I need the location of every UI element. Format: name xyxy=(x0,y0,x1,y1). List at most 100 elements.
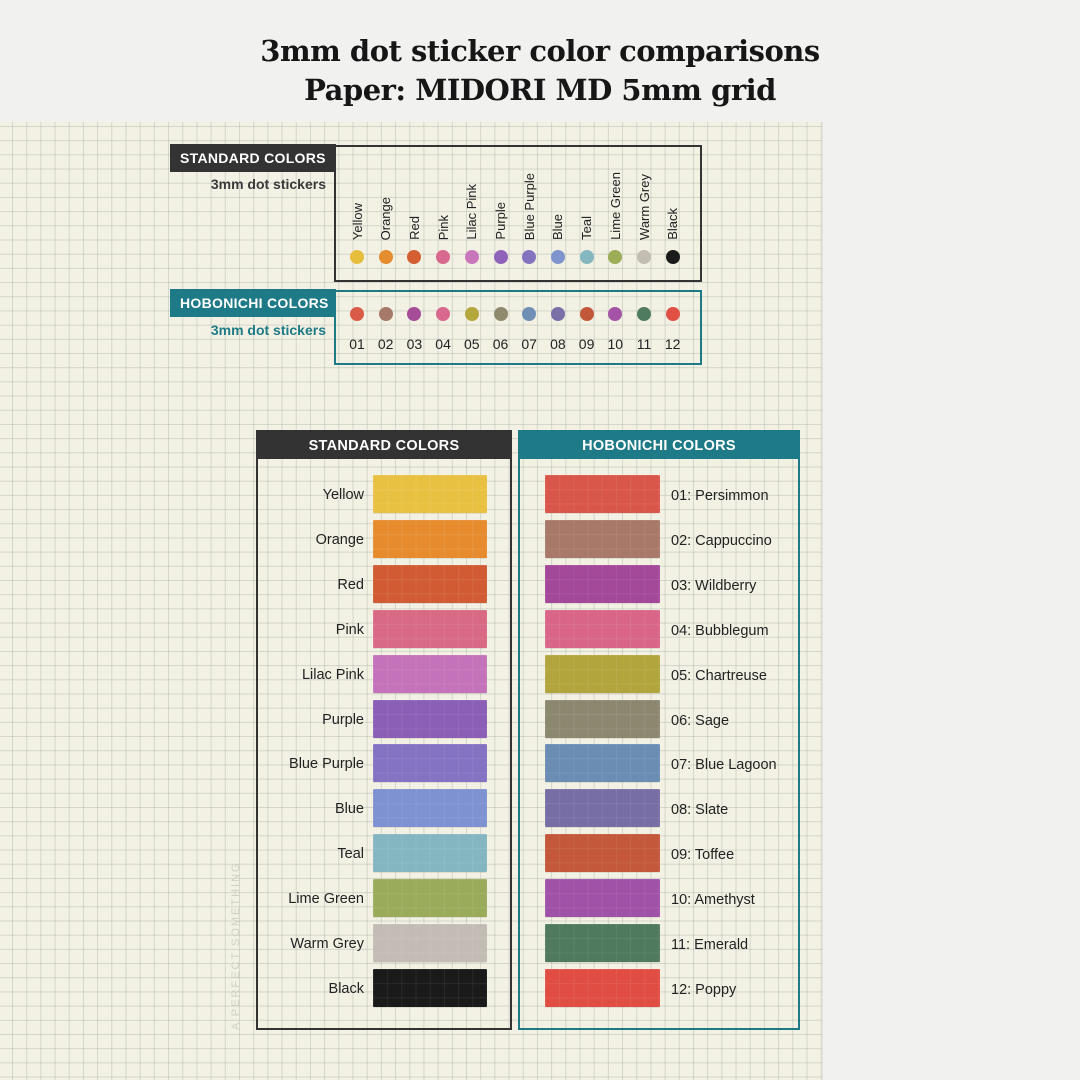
hobonichi-dot-sticker xyxy=(350,307,364,321)
hobonichi-dots-panel xyxy=(334,290,702,365)
standard-dot-sticker xyxy=(608,250,623,264)
standard-swatch-label: Lime Green xyxy=(288,891,364,908)
hobonichi-dot-sticker xyxy=(608,307,623,321)
hobonichi-swatch-label: 06: Sage xyxy=(671,712,730,729)
hobonichi-swatch-label: 11: Emerald xyxy=(671,937,749,953)
hobonichi-swatch xyxy=(545,789,660,828)
standard-dot-label-text: Red xyxy=(406,216,422,240)
standard-swatch-label: Blue xyxy=(334,801,364,818)
standard-swatch xyxy=(373,879,487,918)
standard-dot-label-text: Purple xyxy=(493,202,508,240)
standard-dot-sticker xyxy=(407,250,422,264)
standard-swatch-header: STANDARD COLORS xyxy=(258,432,510,459)
hobonichi-dot-sticker xyxy=(550,307,565,321)
hobonichi-colors-subtitle: 3mm dot stickers xyxy=(210,322,326,338)
hobonichi-swatch-label: 08: Slate xyxy=(671,802,729,819)
hobonichi-dot-sticker xyxy=(493,307,508,321)
hobonichi-swatch xyxy=(545,834,660,873)
hobonichi-dot-sticker xyxy=(378,307,393,321)
standard-dot-label-text: Warm Grey xyxy=(636,174,652,240)
hobonichi-swatch-panel: HOBONICHI COLORS xyxy=(518,430,800,1030)
standard-dot-sticker xyxy=(579,250,594,264)
standard-swatch xyxy=(373,564,487,603)
standard-dot-label: Blue xyxy=(544,150,572,240)
standard-swatch-label: Orange xyxy=(315,531,364,548)
standard-dot-sticker xyxy=(436,250,451,264)
hobonichi-swatch xyxy=(545,609,660,648)
standard-swatch xyxy=(373,744,487,783)
hobonichi-swatch xyxy=(545,564,660,603)
standard-dot-label: Red xyxy=(400,150,428,240)
standard-dot-label: Teal xyxy=(573,150,601,240)
hobonichi-swatch-header: HOBONICHI COLORS xyxy=(520,432,798,459)
page-subtitle: Paper: MIDORI MD 5mm grid xyxy=(304,73,776,107)
hobonichi-dot-number: 06 xyxy=(492,336,509,352)
hobonichi-dot-number: 08 xyxy=(550,336,566,352)
standard-dots-panel xyxy=(334,145,702,282)
hobonichi-dot-sticker xyxy=(579,307,594,321)
standard-swatch xyxy=(373,609,487,648)
standard-dot-sticker xyxy=(378,250,393,264)
hobonichi-swatch-label: 10: Amethyst xyxy=(671,892,755,909)
standard-dot-label-text: Yellow xyxy=(349,202,365,240)
brand-watermark: A PERFECT SOMETHING xyxy=(230,861,242,1030)
hobonichi-dot-number: 11 xyxy=(636,336,652,352)
hobonichi-dot-number: 09 xyxy=(578,336,595,352)
standard-swatch xyxy=(373,699,487,738)
standard-colors-subtitle: 3mm dot stickers xyxy=(210,176,326,192)
standard-dot-label: Orange xyxy=(372,150,400,240)
page-title: 3mm dot sticker color comparisons xyxy=(260,34,820,68)
standard-dot-label-text: Blue Purple xyxy=(521,172,537,240)
hobonichi-dot-sticker xyxy=(637,307,651,321)
hobonichi-colors-tag: HOBONICHI COLORS xyxy=(170,289,336,317)
standard-swatch-label: Purple xyxy=(322,711,364,728)
hobonichi-swatch-label: 02: Cappuccino xyxy=(671,532,772,549)
standard-swatch-label: Teal xyxy=(337,846,364,863)
standard-swatch xyxy=(373,519,487,558)
hobonichi-swatch xyxy=(545,968,660,1007)
hobonichi-dot-number: 12 xyxy=(664,336,681,352)
hobonichi-dot-number: 04 xyxy=(435,336,451,352)
standard-swatch-panel: STANDARD COLORS xyxy=(256,430,512,1030)
standard-dot-sticker xyxy=(464,250,479,264)
standard-dot-label: Blue Purple xyxy=(515,150,543,240)
hobonichi-swatch xyxy=(545,699,660,738)
hobonichi-dot-number: 05 xyxy=(464,336,480,352)
standard-dot-sticker xyxy=(493,250,508,264)
standard-swatch-label: Yellow xyxy=(322,487,364,503)
standard-dot-sticker xyxy=(350,250,364,264)
standard-dot-label-text: Lime Green xyxy=(607,172,623,240)
standard-swatch-label: Blue Purple xyxy=(289,756,364,773)
hobonichi-swatch xyxy=(545,519,660,558)
hobonichi-dot-sticker xyxy=(436,307,451,321)
standard-dot-label-text: Lilac Pink xyxy=(464,184,480,240)
hobonichi-dot-sticker xyxy=(407,307,422,321)
standard-swatch-label: Red xyxy=(337,576,364,593)
hobonichi-dot-number: 01 xyxy=(349,336,365,352)
hobonichi-dot-sticker xyxy=(665,307,680,321)
standard-dot-sticker xyxy=(522,250,537,264)
standard-swatch-label: Warm Grey xyxy=(290,936,364,952)
hobonichi-swatch-label: 12: Poppy xyxy=(671,981,737,998)
standard-dot-label: Warm Grey xyxy=(630,150,658,240)
standard-dot-sticker xyxy=(637,250,651,264)
standard-dot-label-text: Blue xyxy=(550,213,566,240)
standard-dot-label: Lilac Pink xyxy=(458,150,486,240)
hobonichi-swatch-label: 05: Chartreuse xyxy=(671,667,767,684)
hobonichi-swatch xyxy=(545,744,660,783)
standard-dot-label: Pink xyxy=(429,150,457,240)
standard-dot-label-text: Orange xyxy=(378,196,394,240)
standard-dot-label: Black xyxy=(659,150,687,240)
hobonichi-dot-sticker xyxy=(464,307,479,321)
standard-colors-tag: STANDARD COLORS xyxy=(170,144,336,172)
hobonichi-swatch xyxy=(545,879,660,918)
hobonichi-swatch-label: 01: Persimmon xyxy=(671,488,769,504)
standard-dot-label-text: Pink xyxy=(435,214,451,240)
standard-swatch xyxy=(373,789,487,828)
hobonichi-dot-sticker xyxy=(522,307,537,321)
standard-dot-sticker xyxy=(665,250,680,264)
standard-swatch xyxy=(373,654,487,693)
standard-dot-sticker xyxy=(550,250,565,264)
standard-dot-label: Yellow xyxy=(343,150,371,240)
standard-dot-label: Lime Green xyxy=(601,150,629,240)
